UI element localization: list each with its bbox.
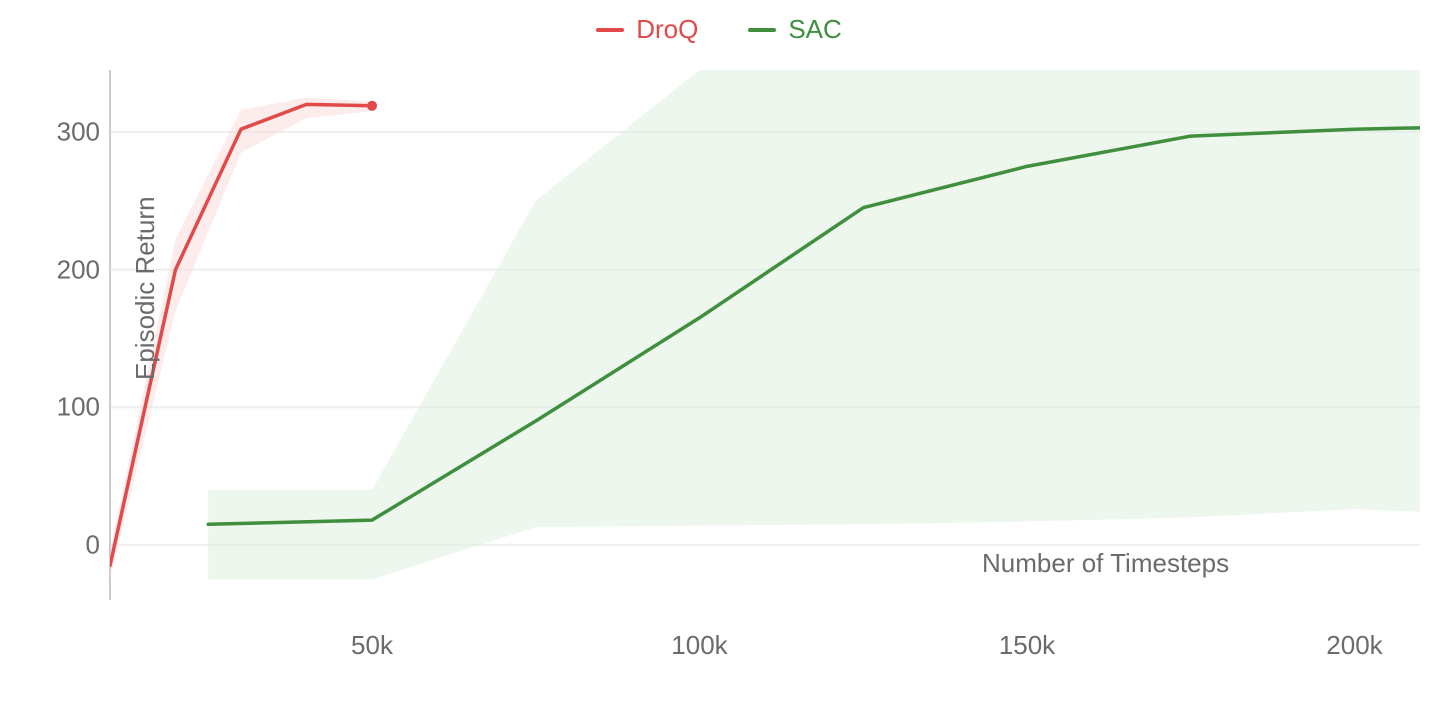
chart-container: DroQ SAC Number of Timesteps Episodic Ret…: [0, 0, 1438, 701]
legend-label: SAC: [788, 14, 841, 45]
x-tick-label: 50k: [351, 630, 393, 661]
legend-item-sac[interactable]: SAC: [748, 14, 841, 45]
y-tick-label: 300: [50, 116, 100, 147]
y-axis-label: Episodic Return: [130, 196, 161, 380]
x-tick-label: 100k: [671, 630, 727, 661]
legend: DroQ SAC: [0, 14, 1438, 45]
legend-item-droq[interactable]: DroQ: [596, 14, 698, 45]
legend-swatch: [748, 28, 776, 32]
x-tick-label: 200k: [1326, 630, 1382, 661]
legend-label: DroQ: [636, 14, 698, 45]
y-tick-label: 200: [50, 254, 100, 285]
x-axis-label: Number of Timesteps: [982, 548, 1229, 579]
plot-svg: [0, 0, 1438, 701]
y-tick-label: 0: [50, 529, 100, 560]
y-tick-label: 100: [50, 392, 100, 423]
legend-swatch: [596, 28, 624, 32]
x-tick-label: 150k: [999, 630, 1055, 661]
